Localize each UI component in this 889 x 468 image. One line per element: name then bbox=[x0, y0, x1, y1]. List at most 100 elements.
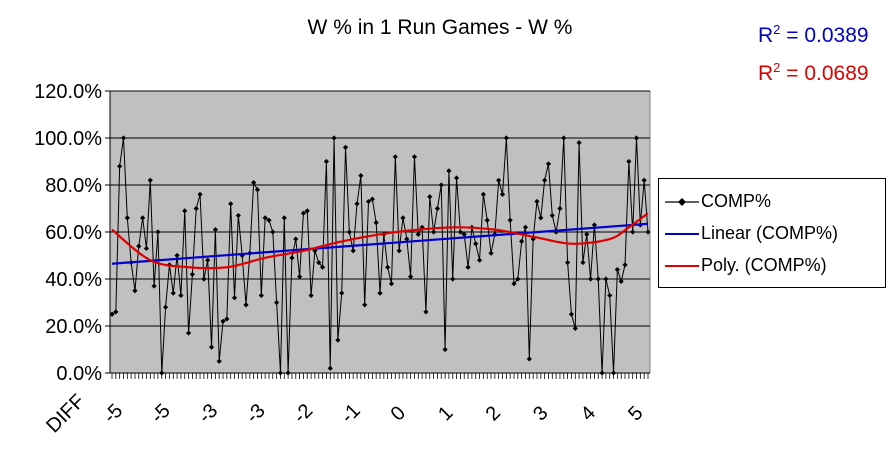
legend-label-poly: Poly. (COMP%) bbox=[701, 255, 827, 275]
x-tick-label: 2 bbox=[482, 402, 505, 425]
data-point-comp bbox=[147, 177, 153, 183]
chart-title: W % in 1 Run Games - W % bbox=[307, 16, 573, 39]
data-point-comp bbox=[610, 370, 617, 376]
data-point-comp bbox=[331, 135, 337, 141]
r2-poly-prefix: R bbox=[758, 62, 774, 85]
data-point-comp bbox=[446, 168, 452, 174]
data-point-comp bbox=[400, 215, 406, 221]
data-point-comp bbox=[335, 337, 341, 343]
y-tick-label: 20.0% bbox=[45, 316, 102, 338]
data-point-comp bbox=[557, 205, 563, 212]
data-point-comp bbox=[369, 196, 375, 202]
data-point-comp bbox=[132, 288, 138, 294]
data-point-comp bbox=[182, 208, 188, 214]
data-point-comp bbox=[293, 236, 299, 242]
data-point-comp bbox=[189, 271, 195, 277]
data-point-comp bbox=[423, 309, 429, 315]
data-point-comp bbox=[438, 182, 444, 188]
data-point-comp bbox=[373, 220, 379, 226]
data-point-comp bbox=[289, 255, 295, 261]
data-point-comp bbox=[545, 161, 552, 167]
legend-swatch-poly bbox=[665, 265, 699, 267]
data-point-comp bbox=[542, 177, 548, 183]
legend-label-comp: COMP% bbox=[701, 191, 772, 211]
y-tick-label: 80.0% bbox=[45, 175, 102, 197]
r2-poly-value: = 0.0689 bbox=[780, 62, 869, 85]
data-point-comp bbox=[266, 217, 272, 223]
data-point-comp bbox=[151, 283, 157, 289]
data-point-comp bbox=[519, 238, 525, 244]
data-point-comp bbox=[534, 198, 540, 205]
data-point-comp bbox=[633, 135, 640, 141]
data-point-comp bbox=[277, 370, 284, 376]
data-point-comp bbox=[591, 222, 597, 228]
data-point-comp bbox=[392, 154, 398, 160]
x-tick-label: DIFF bbox=[42, 390, 89, 437]
legend-swatch-comp bbox=[665, 198, 699, 206]
y-tick-label: 0.0% bbox=[56, 363, 102, 385]
data-point-comp bbox=[220, 318, 226, 324]
data-point-comp bbox=[484, 217, 490, 223]
y-tick-label: 120.0% bbox=[34, 81, 102, 103]
r2-linear-value: = 0.0389 bbox=[780, 24, 869, 47]
r2-linear-exponent: 2 bbox=[773, 22, 781, 37]
data-point-comp bbox=[568, 311, 575, 317]
data-point-comp bbox=[614, 267, 620, 273]
data-point-comp bbox=[316, 259, 322, 266]
data-point-comp bbox=[507, 217, 513, 223]
data-point-comp bbox=[212, 227, 218, 233]
x-tick-label: -5 bbox=[99, 400, 127, 428]
data-point-comp bbox=[124, 215, 130, 221]
data-point-comp bbox=[607, 292, 613, 299]
data-point-comp bbox=[603, 276, 609, 282]
x-tick-label: 1 bbox=[434, 402, 457, 425]
data-point-comp bbox=[595, 276, 601, 282]
data-point-comp bbox=[365, 198, 372, 205]
data-point-comp bbox=[243, 302, 249, 308]
x-tick-label: 0 bbox=[387, 402, 410, 425]
data-point-comp bbox=[572, 325, 578, 331]
data-point-comp bbox=[140, 215, 146, 221]
data-point-comp bbox=[159, 370, 165, 376]
data-point-comp bbox=[308, 292, 314, 299]
x-tick-label: -2 bbox=[289, 400, 317, 428]
x-tick-label: 4 bbox=[577, 402, 600, 425]
data-point-comp bbox=[411, 154, 418, 160]
data-point-comp bbox=[197, 191, 203, 197]
data-point-comp bbox=[216, 358, 222, 364]
data-point-comp bbox=[300, 210, 307, 216]
data-point-comp bbox=[143, 245, 150, 252]
data-point-comp bbox=[297, 274, 303, 280]
data-point-comp bbox=[185, 330, 192, 336]
x-tick-label: -3 bbox=[194, 400, 222, 428]
data-point-comp bbox=[113, 309, 119, 315]
data-point-comp bbox=[465, 264, 471, 270]
y-tick-label: 40.0% bbox=[45, 269, 102, 291]
data-point-comp bbox=[205, 257, 211, 263]
x-tick-label: -1 bbox=[337, 400, 365, 428]
trendline-poly bbox=[111, 212, 649, 270]
data-point-comp bbox=[155, 229, 161, 235]
data-point-comp bbox=[377, 290, 383, 296]
data-point-comp bbox=[109, 311, 115, 317]
data-point-comp bbox=[576, 140, 582, 146]
data-point-comp bbox=[526, 356, 532, 362]
data-point-comp bbox=[549, 212, 555, 219]
data-point-comp bbox=[618, 278, 624, 284]
data-point-comp bbox=[480, 191, 486, 197]
data-point-comp bbox=[476, 257, 483, 263]
data-point-comp bbox=[354, 201, 360, 207]
data-point-comp bbox=[285, 370, 291, 376]
data-point-comp bbox=[396, 248, 402, 254]
data-point-comp bbox=[408, 274, 414, 280]
legend-item-comp: COMP% bbox=[659, 187, 887, 217]
data-point-comp bbox=[274, 299, 280, 306]
data-point-comp bbox=[427, 194, 433, 200]
r2-linear-prefix: R bbox=[758, 24, 774, 47]
data-point-comp bbox=[461, 231, 467, 237]
data-point-comp bbox=[231, 295, 238, 301]
data-point-comp bbox=[565, 259, 571, 266]
data-point-comp bbox=[319, 264, 326, 270]
x-tick-label: 5 bbox=[624, 402, 647, 425]
